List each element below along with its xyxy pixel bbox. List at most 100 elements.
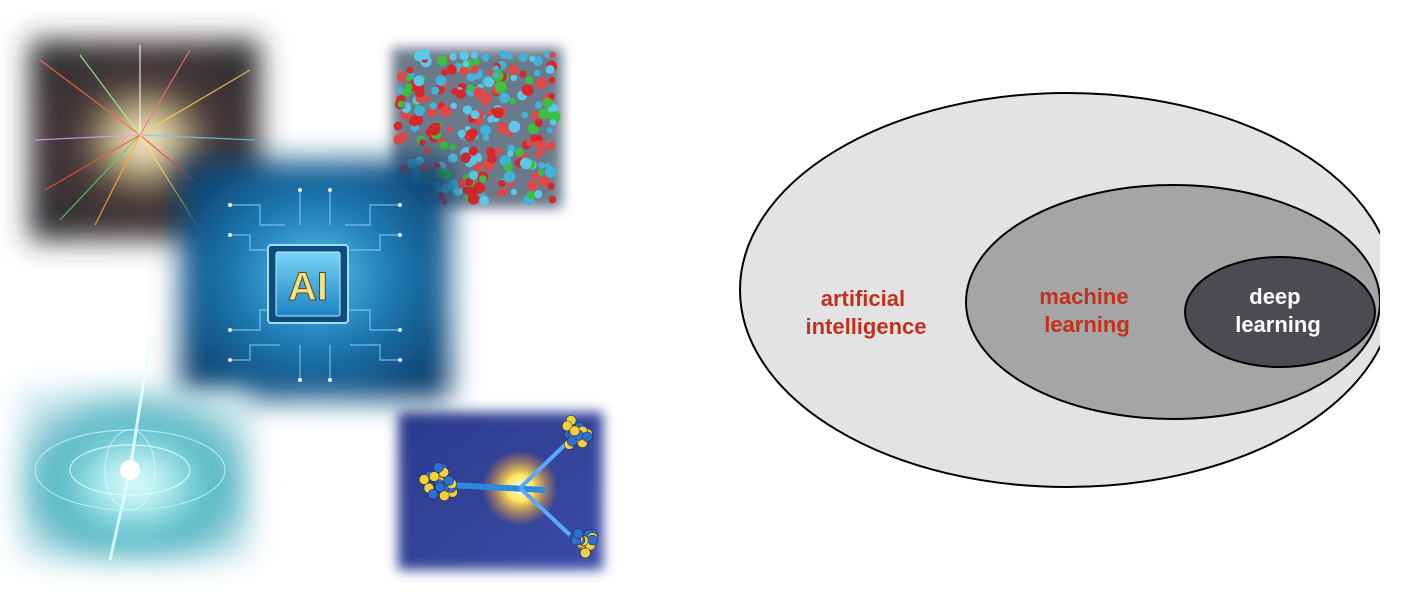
- atom: [436, 55, 448, 67]
- atom: [505, 52, 513, 60]
- atom: [503, 170, 516, 183]
- atom: [468, 170, 479, 180]
- dl-label-line2: learning: [1235, 312, 1321, 337]
- nuclear-fission-tile: [398, 412, 603, 570]
- deep-learning-region: [1184, 256, 1376, 368]
- atom: [538, 162, 546, 169]
- atom: [397, 100, 405, 108]
- atom: [534, 190, 543, 199]
- nucleon: [428, 471, 440, 482]
- nucleon: [561, 420, 573, 432]
- atom: [473, 182, 485, 194]
- ai-label: artificial intelligence: [805, 286, 926, 339]
- ai-chip-icon: AI: [267, 244, 349, 324]
- atom: [549, 119, 557, 126]
- atom: [529, 55, 536, 62]
- atom: [446, 64, 457, 75]
- atom: [498, 179, 506, 188]
- venn-diagram: artificial intelligence machine learning…: [739, 92, 1380, 488]
- atom: [498, 50, 508, 59]
- atom: [396, 71, 407, 82]
- atom: [504, 162, 513, 172]
- nucleon: [572, 528, 584, 539]
- atom: [447, 153, 458, 163]
- atom: [549, 51, 556, 59]
- atom: [545, 65, 555, 74]
- atom: [459, 51, 469, 61]
- dl-label: deep learning: [1235, 284, 1321, 337]
- ml-label-line1: machine: [1039, 284, 1128, 309]
- atom: [535, 77, 548, 89]
- atom: [525, 76, 534, 85]
- atom: [499, 92, 510, 104]
- collage: AI: [20, 40, 603, 570]
- atom: [456, 89, 466, 99]
- ai-label-line2: intelligence: [805, 314, 926, 339]
- atom: [409, 115, 420, 127]
- atom: [462, 60, 470, 68]
- atom: [464, 177, 474, 187]
- atom: [534, 118, 543, 127]
- nucleon: [569, 425, 580, 437]
- atom: [547, 182, 555, 190]
- atom: [501, 187, 509, 196]
- pulsar-icon: [34, 339, 226, 561]
- atom: [423, 147, 431, 155]
- atom: [462, 105, 472, 115]
- atom: [548, 93, 555, 100]
- atom: [521, 111, 529, 119]
- nucleon: [434, 481, 446, 493]
- atom: [526, 139, 533, 146]
- atom: [482, 134, 490, 142]
- atom: [480, 125, 491, 136]
- atom: [465, 186, 476, 197]
- atom: [448, 179, 459, 190]
- atom: [509, 98, 516, 105]
- atom: [533, 69, 541, 77]
- nucleon: [418, 474, 430, 485]
- atom: [393, 121, 403, 131]
- atom: [459, 66, 469, 76]
- nucleon: [580, 547, 591, 559]
- atom: [406, 66, 414, 74]
- atom: [484, 77, 495, 88]
- atom: [492, 72, 499, 79]
- atom: [548, 76, 556, 84]
- atom: [508, 64, 519, 76]
- atom: [449, 52, 457, 61]
- ai-chip-tile: AI: [180, 160, 450, 400]
- atom: [538, 140, 549, 152]
- atom: [457, 129, 466, 138]
- atom: [413, 50, 425, 62]
- atom: [460, 152, 472, 163]
- atom: [405, 83, 413, 91]
- atom: [533, 140, 541, 148]
- atom: [507, 150, 514, 157]
- atom: [510, 74, 518, 82]
- atom: [539, 176, 550, 187]
- atom: [396, 86, 404, 94]
- atom: [510, 188, 517, 195]
- atom: [544, 166, 557, 178]
- nucleon: [427, 488, 439, 500]
- atom: [479, 175, 487, 183]
- atom: [481, 53, 490, 62]
- nucleon: [443, 475, 454, 486]
- atom: [470, 51, 478, 59]
- atom: [473, 87, 485, 99]
- atom: [534, 149, 543, 158]
- atom: [486, 147, 496, 157]
- atom: [431, 86, 440, 95]
- atom: [506, 130, 513, 137]
- nucleon: [582, 431, 593, 443]
- atom: [496, 189, 504, 197]
- atom: [495, 147, 503, 155]
- atom: [435, 75, 447, 87]
- nucleon: [587, 534, 598, 546]
- dl-label-line1: deep: [1249, 284, 1300, 309]
- atom: [530, 111, 540, 120]
- atom: [533, 56, 543, 66]
- atom: [439, 105, 452, 117]
- nucleus-icon: [418, 415, 599, 559]
- atom: [468, 146, 478, 156]
